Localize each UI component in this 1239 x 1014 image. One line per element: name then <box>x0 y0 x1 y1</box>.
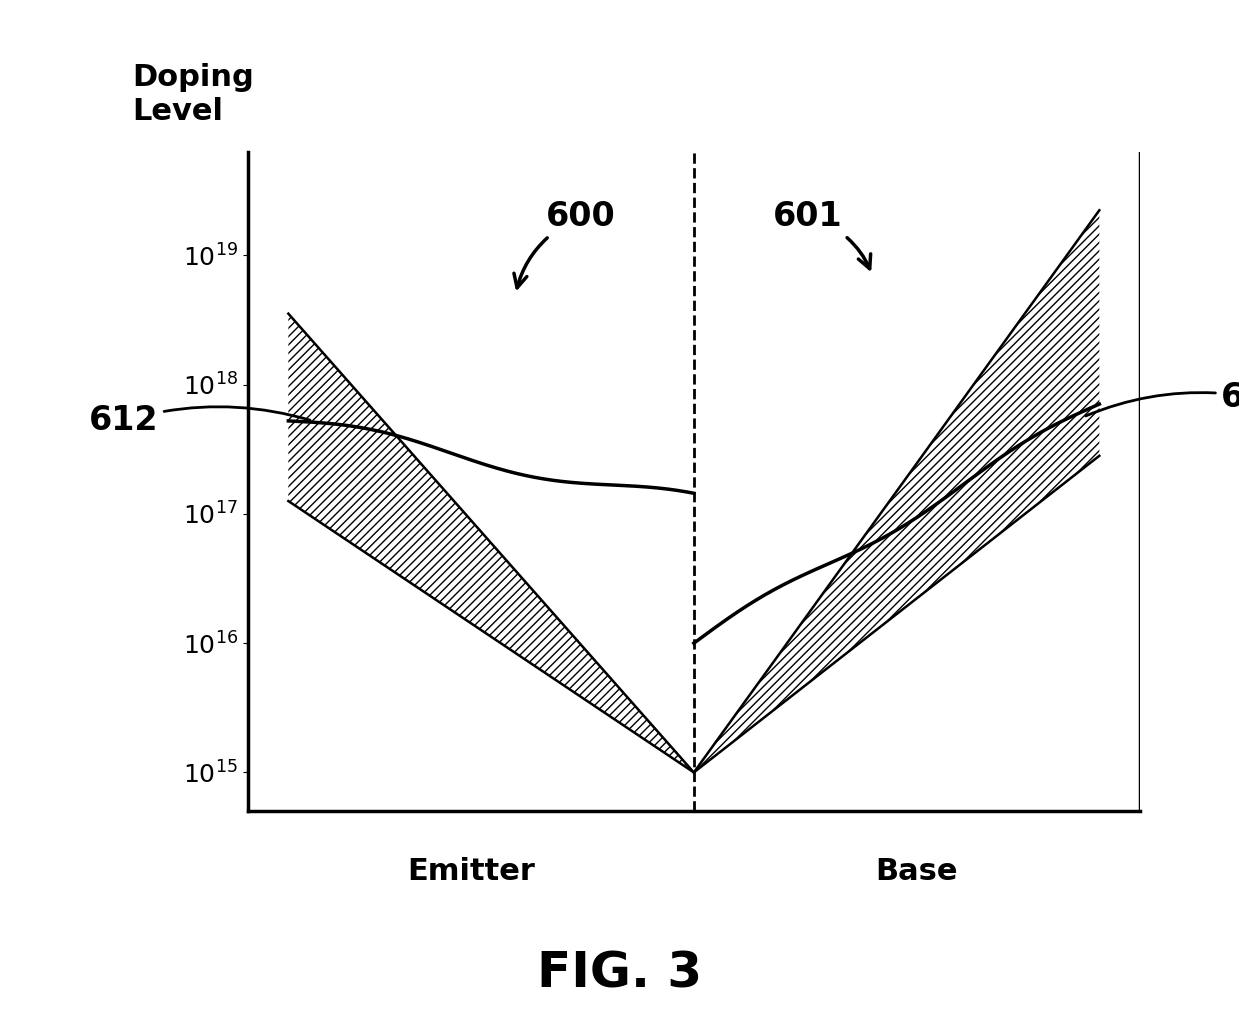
Text: Doping
Level: Doping Level <box>131 63 254 126</box>
Text: 612: 612 <box>89 405 310 437</box>
Text: 600: 600 <box>514 200 616 288</box>
Text: 613: 613 <box>1085 381 1239 416</box>
Text: Emitter: Emitter <box>406 857 535 886</box>
Text: FIG. 3: FIG. 3 <box>536 949 703 998</box>
Text: 601: 601 <box>773 200 871 269</box>
Text: Base: Base <box>876 857 958 886</box>
